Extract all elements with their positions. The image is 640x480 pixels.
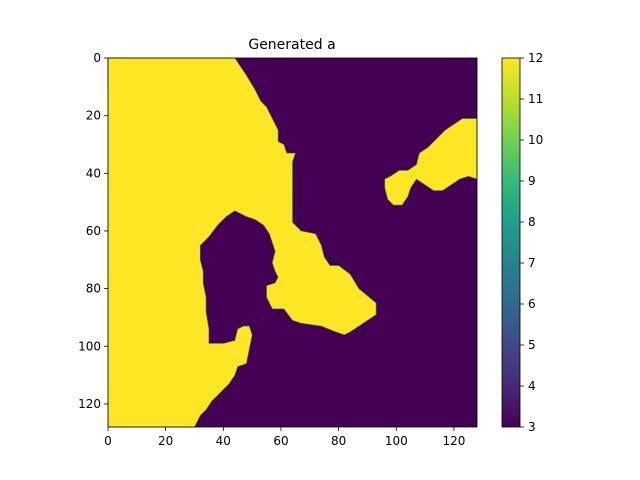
y-tick-label: 20	[86, 109, 101, 123]
colorbar: 3 4 5 6 7 8 9 10 11 12	[501, 51, 543, 434]
x-tick-label: 80	[331, 434, 346, 448]
colorbar-ticks: 3 4 5 6 7 8 9 10 11 12	[520, 51, 543, 434]
y-tick-label: 60	[86, 224, 101, 238]
region-east	[384, 118, 478, 206]
colorbar-tick-label: 12	[528, 51, 543, 65]
y-tick-label: 120	[78, 397, 101, 411]
x-tick-label: 0	[104, 434, 112, 448]
colorbar-tick-label: 10	[528, 133, 543, 147]
x-axis: 0 20 40 60 80 100 120	[104, 427, 465, 448]
colorbar-tick-label: 3	[528, 420, 536, 434]
x-tick-label: 40	[216, 434, 231, 448]
plot-area	[107, 57, 478, 428]
colorbar-tick-label: 5	[528, 338, 536, 352]
y-tick-label: 0	[93, 51, 101, 65]
colorbar-gradient	[501, 57, 521, 428]
y-axis: 0 20 40 60 80 100 120	[78, 51, 108, 411]
colorbar-tick-label: 4	[528, 379, 536, 393]
x-tick-label: 120	[442, 434, 465, 448]
region-west-main	[107, 57, 377, 428]
colorbar-tick-label: 11	[528, 92, 543, 106]
x-tick-label: 60	[273, 434, 288, 448]
colorbar-tick-label: 8	[528, 215, 536, 229]
colorbar-tick-label: 7	[528, 256, 536, 270]
x-tick-label: 100	[385, 434, 408, 448]
plot-frame	[107, 57, 478, 428]
y-tick-label: 40	[86, 166, 101, 180]
regions-layer	[107, 57, 478, 428]
colorbar-tick-label: 9	[528, 174, 536, 188]
y-tick-label: 80	[86, 282, 101, 296]
chart-title: Generated a	[248, 37, 335, 53]
x-tick-label: 20	[158, 434, 173, 448]
y-tick-label: 100	[78, 339, 101, 353]
colorbar-tick-label: 6	[528, 297, 536, 311]
